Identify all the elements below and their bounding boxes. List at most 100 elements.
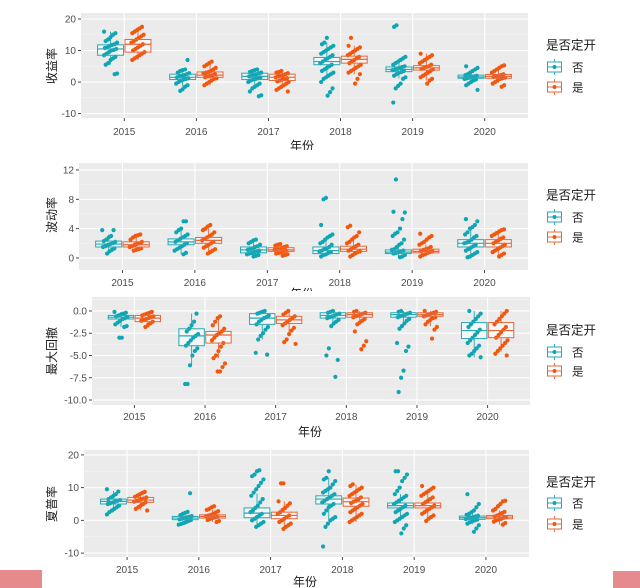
group-2016-是 <box>205 314 232 374</box>
data-point <box>287 332 292 337</box>
data-point <box>344 241 350 246</box>
group-2017-否 <box>243 468 271 529</box>
legend-key-point <box>552 522 557 526</box>
x-tick-label: 2018 <box>331 565 354 576</box>
data-point <box>132 494 138 499</box>
data-point <box>104 512 110 517</box>
x-tick-label: 2018 <box>335 412 358 423</box>
legend-key-no: 否 <box>546 343 584 360</box>
data-point <box>352 329 357 334</box>
x-tick-label: 2017 <box>256 278 279 289</box>
data-point <box>417 61 422 66</box>
data-point <box>399 531 404 536</box>
data-point <box>172 248 177 253</box>
x-tick-label: 2015 <box>111 278 134 289</box>
data-point <box>194 311 199 316</box>
group-2019-是 <box>417 308 444 341</box>
data-point <box>189 323 194 328</box>
data-point <box>401 526 406 531</box>
data-point <box>254 487 259 492</box>
box-plot <box>124 38 152 53</box>
y-tick-label: -10 <box>65 549 80 560</box>
group-2015-否 <box>95 228 123 256</box>
data-point <box>346 70 351 75</box>
y-tick-label: 0 <box>68 253 74 264</box>
data-point <box>317 249 322 254</box>
x-tick-label: 2019 <box>402 127 425 138</box>
data-point <box>325 521 331 526</box>
legend-label: 否 <box>572 61 584 75</box>
data-point <box>351 309 357 314</box>
data-point <box>417 242 422 247</box>
plot-background <box>81 13 528 118</box>
data-point <box>400 478 405 484</box>
data-point <box>463 232 468 237</box>
data-point <box>111 228 116 233</box>
panel-2: 04812201520162017201820192020波动率年份是否定开否是 <box>0 150 640 301</box>
data-point <box>491 519 496 524</box>
group-2016-是 <box>199 504 226 525</box>
data-point <box>186 340 191 346</box>
data-point <box>390 233 395 239</box>
group-2017-否 <box>241 67 269 99</box>
group-2015-是 <box>134 309 162 330</box>
plot-background <box>84 450 529 557</box>
data-point <box>391 24 397 29</box>
data-point <box>145 508 150 513</box>
data-point <box>397 226 403 231</box>
data-point <box>214 519 219 525</box>
plot-background <box>79 163 528 270</box>
x-tick-label: 2019 <box>406 412 429 423</box>
group-2015-是 <box>127 489 155 513</box>
group-2020-是 <box>484 227 512 259</box>
data-point <box>418 75 423 80</box>
data-point <box>397 326 402 331</box>
data-point <box>108 57 113 63</box>
data-point <box>318 254 324 259</box>
y-tick-label: 0.0 <box>73 306 87 317</box>
x-tick-label: 2017 <box>265 412 288 423</box>
data-point <box>185 57 190 63</box>
data-point <box>265 324 271 330</box>
group-2015-否 <box>107 309 135 340</box>
group-2015-否 <box>100 487 127 517</box>
data-point <box>425 319 431 324</box>
group-2017-是 <box>270 481 298 531</box>
data-point <box>498 330 504 335</box>
data-point <box>320 544 326 549</box>
data-point <box>423 322 428 327</box>
data-point <box>282 340 287 345</box>
data-point <box>128 237 133 242</box>
data-point <box>498 346 503 351</box>
data-point <box>117 335 122 340</box>
x-axis-title: 年份 <box>298 425 322 439</box>
box-plot <box>205 330 232 344</box>
data-point <box>348 35 354 41</box>
x-tick-label: 2016 <box>194 412 217 423</box>
data-point <box>463 217 469 222</box>
x-tick-label: 2016 <box>184 278 207 289</box>
data-point <box>250 518 255 523</box>
data-point <box>497 316 502 322</box>
data-point <box>352 81 358 86</box>
group-2017-否 <box>239 237 268 259</box>
y-axis-title: 收益率 <box>44 48 59 84</box>
data-point <box>326 346 331 351</box>
plot-background <box>92 297 530 405</box>
data-point <box>280 253 285 258</box>
data-point <box>319 42 325 47</box>
data-point <box>254 524 259 529</box>
group-2017-否 <box>249 308 276 357</box>
data-point <box>320 500 325 505</box>
data-point <box>465 521 470 526</box>
data-point <box>319 68 325 74</box>
legend-key-no: 否 <box>546 208 584 225</box>
data-point <box>320 490 326 495</box>
data-point <box>326 469 331 474</box>
data-point <box>202 83 207 88</box>
data-point <box>112 309 117 314</box>
data-point <box>393 510 398 515</box>
data-point <box>333 478 338 484</box>
